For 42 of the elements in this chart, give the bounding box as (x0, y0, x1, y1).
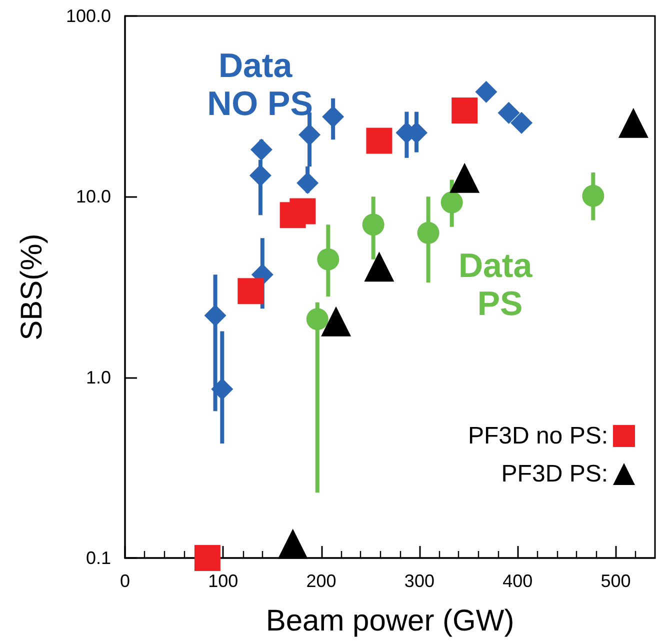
point (296, 172, 319, 194)
point (317, 248, 340, 270)
x-tick-label: 100 (208, 571, 238, 591)
point (582, 184, 604, 207)
x-axis-title: Beam power (GW) (266, 604, 514, 638)
point (204, 304, 226, 326)
point (618, 108, 648, 138)
point (364, 252, 394, 282)
point (306, 308, 328, 330)
point (366, 128, 392, 154)
point (440, 191, 463, 214)
y-tick-label: 1.0 (86, 367, 111, 388)
point (278, 528, 308, 559)
y-axis-title: SBS(%) (16, 234, 48, 340)
point (321, 306, 352, 336)
x-tick-label: 300 (404, 571, 434, 591)
point (417, 222, 440, 244)
x-tick-label: 0 (120, 571, 130, 591)
point (250, 138, 272, 161)
y-tick-label: 100.0 (66, 6, 111, 26)
point (238, 278, 264, 304)
x-tick-label: 200 (306, 571, 336, 591)
point (475, 80, 498, 103)
point (510, 112, 533, 134)
legend-label: PF3D PS: (501, 460, 608, 488)
x-tick-label: 400 (502, 571, 533, 591)
point (194, 545, 220, 571)
x-tick-label: 500 (600, 571, 631, 591)
point (450, 162, 480, 193)
legend-label: PF3D no PS: (468, 422, 608, 450)
y-tick-label: 10.0 (76, 186, 111, 207)
point (298, 124, 321, 146)
y-tick-label: 0.1 (86, 548, 111, 568)
point (362, 214, 384, 236)
point (322, 106, 344, 128)
point (290, 198, 316, 224)
point (452, 97, 478, 124)
series-label: Data PS (458, 247, 542, 323)
point (211, 378, 234, 400)
series-label: Data NO PS (207, 47, 313, 123)
point (249, 164, 272, 186)
point (498, 102, 520, 124)
